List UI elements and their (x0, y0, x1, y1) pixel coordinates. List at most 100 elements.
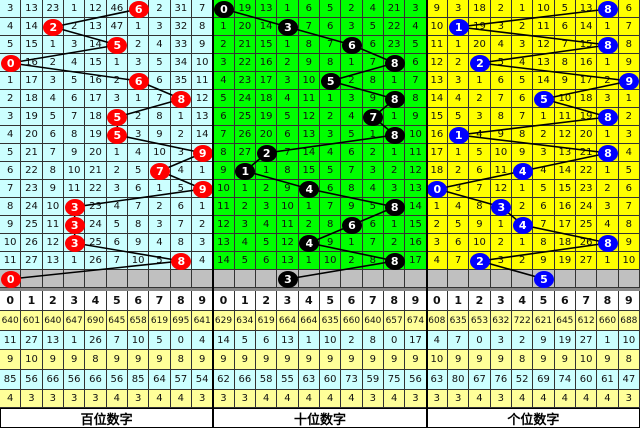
digit-header: 7 (149, 291, 171, 311)
units-label: 个位数字 (426, 408, 640, 428)
grid-cell: 1 (448, 36, 470, 54)
grid-cell: 10 (320, 252, 342, 270)
tens-hit-ball: 2 (256, 144, 277, 162)
grid-cell: 3 (128, 126, 150, 144)
grid-cell: 18 (426, 162, 448, 180)
grid-cell: 1 (192, 162, 214, 180)
grid-cell: 8 (533, 234, 555, 252)
grid-cell: 10 (554, 90, 576, 108)
grid-cell: 21 (384, 0, 406, 18)
hundreds-hit-ball: 3 (64, 198, 85, 216)
digit-header: 9 (618, 291, 640, 311)
stat-cell: 64 (149, 370, 171, 390)
units-hit-ball: 4 (512, 216, 533, 234)
predict-cell (448, 270, 470, 288)
grid-cell: 23 (576, 180, 598, 198)
grid-cell: 3 (149, 18, 171, 36)
stat-cell: 76 (490, 370, 512, 390)
stat-cell: 3 (448, 390, 470, 408)
grid-cell: 17 (405, 252, 427, 270)
grid-cell: 3 (448, 72, 470, 90)
grid-cell: 6 (320, 180, 342, 198)
grid-cell: 12 (192, 90, 214, 108)
grid-cell: 4 (597, 216, 619, 234)
grid-cell: 10 (405, 126, 427, 144)
grid-cell: 2 (192, 216, 214, 234)
predict-cell (106, 270, 128, 288)
digit-header: 3 (490, 291, 512, 311)
units-hit-ball: 1 (448, 18, 469, 36)
grid-cell: 9 (490, 126, 512, 144)
grid-cell: 5 (341, 126, 363, 144)
grid-cell: 7 (341, 162, 363, 180)
digit-header: 7 (576, 291, 598, 311)
predict-cell (426, 270, 448, 288)
stat-cell: 19 (554, 331, 576, 350)
units-hit-ball: 5 (534, 90, 554, 108)
stat-cell: 6 (256, 331, 278, 350)
units-hit-ball: 8 (598, 234, 618, 252)
stat-cell: 69 (533, 370, 555, 390)
digit-header: 9 (192, 291, 214, 311)
grid-cell: 5 (170, 180, 192, 198)
grid-cell: 9 (618, 54, 640, 72)
grid-cell: 3 (362, 162, 384, 180)
predict-cell (21, 270, 43, 288)
grid-cell: 23 (21, 180, 43, 198)
grid-cell: 17 (85, 90, 107, 108)
grid-cell: 7 (554, 36, 576, 54)
grid-cell: 15 (298, 162, 320, 180)
grid-cell: 13 (426, 72, 448, 90)
grid-cell: 2 (42, 54, 64, 72)
digit-header: 4 (298, 291, 320, 311)
grid-cell: 4 (170, 162, 192, 180)
grid-cell: 20 (256, 126, 278, 144)
grid-cell: 8 (192, 18, 214, 36)
grid-cell: 27 (234, 144, 256, 162)
grid-cell: 1 (106, 144, 128, 162)
stat-cell: 4 (512, 390, 534, 408)
stat-cell: 55 (277, 370, 299, 390)
grid-cell: 3 (426, 234, 448, 252)
stat-cell: 54 (192, 370, 214, 390)
stat-cell: 4 (533, 390, 555, 408)
grid-cell: 10 (0, 234, 22, 252)
grid-cell: 12 (426, 54, 448, 72)
digit-header: 0 (0, 291, 22, 311)
stat-cell: 9 (341, 350, 363, 370)
grid-cell: 18 (256, 90, 278, 108)
predict-cell (42, 270, 64, 288)
stat-cell: 66 (85, 370, 107, 390)
grid-cell: 3 (0, 0, 22, 18)
grid-cell: 1 (384, 144, 406, 162)
hundreds-hit-ball: 5 (107, 36, 128, 54)
stat-cell: 13 (277, 331, 299, 350)
stat-cell: 3 (85, 390, 107, 408)
stat-cell: 73 (341, 370, 363, 390)
grid-cell: 7 (512, 108, 534, 126)
stat-cell: 3 (64, 390, 86, 408)
grid-cell: 26 (85, 252, 107, 270)
grid-cell: 4 (149, 234, 171, 252)
grid-cell: 11 (64, 180, 86, 198)
stat-cell: 5 (234, 331, 256, 350)
stat-cell: 619 (149, 311, 171, 331)
stat-cell: 10 (426, 350, 448, 370)
grid-cell: 23 (42, 0, 64, 18)
stat-cell: 9 (128, 350, 150, 370)
tens-hit-ball: 8 (384, 54, 405, 72)
grid-cell: 14 (21, 18, 43, 36)
grid-cell: 33 (170, 36, 192, 54)
grid-cell: 1 (384, 72, 406, 90)
predict-cell (576, 270, 598, 288)
grid-cell: 7 (448, 252, 470, 270)
grid-cell: 15 (405, 216, 427, 234)
stat-cell: 4 (597, 390, 619, 408)
grid-cell: 9 (0, 216, 22, 234)
grid-cell: 8 (149, 108, 171, 126)
grid-cell: 1 (490, 216, 512, 234)
units-hit-ball: 0 (427, 180, 448, 198)
tens-hit-ball: 4 (299, 180, 320, 198)
grid-cell: 7 (618, 198, 640, 216)
grid-cell: 24 (234, 90, 256, 108)
